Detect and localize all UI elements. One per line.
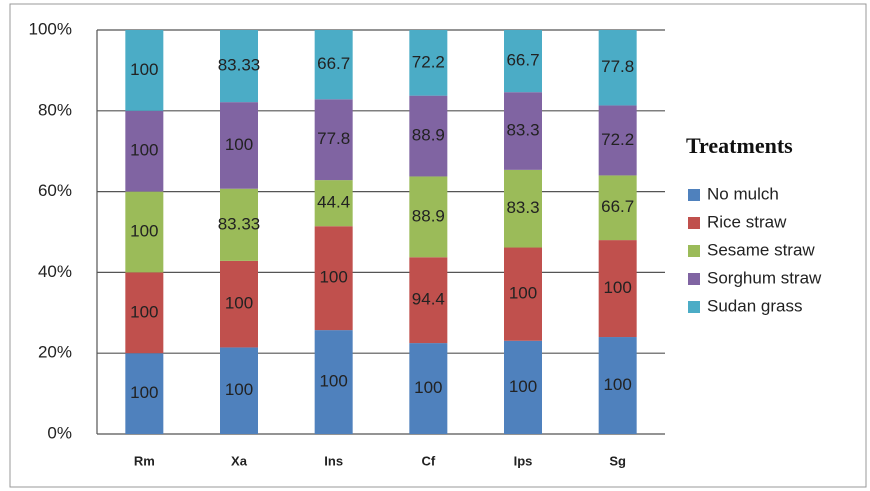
bar-segment xyxy=(504,92,542,170)
bar-segment xyxy=(125,110,164,192)
y-tick-label: 20% xyxy=(38,343,72,362)
data-label: 88.9 xyxy=(412,206,445,225)
x-tick-label: Xa xyxy=(231,453,248,468)
legend-swatch xyxy=(688,245,700,257)
legend-swatch xyxy=(688,217,700,229)
legend-label: No mulch xyxy=(707,184,779,203)
legend-swatch xyxy=(688,301,700,313)
bar-segment xyxy=(598,105,637,176)
bar-segment xyxy=(125,191,164,273)
bar-segment xyxy=(220,260,258,348)
bar-segment xyxy=(409,176,448,258)
data-label: 100 xyxy=(319,372,347,391)
data-label: 66.7 xyxy=(601,197,634,216)
x-tick-label: Cf xyxy=(421,453,435,468)
bar-segment xyxy=(598,240,637,338)
bar-segment xyxy=(314,330,353,434)
bar-segment xyxy=(220,188,258,261)
legend-label: Sorghum straw xyxy=(707,268,822,287)
bar-segment xyxy=(504,247,542,341)
y-tick-label: 60% xyxy=(38,181,72,200)
x-tick-label: Ips xyxy=(514,453,533,468)
bar-segment xyxy=(125,30,164,111)
bar-segment xyxy=(314,226,353,331)
bar-segment xyxy=(598,337,637,434)
bar-segment xyxy=(125,272,164,354)
bar-segment xyxy=(314,30,353,100)
bar-segment xyxy=(598,175,637,241)
data-label: 100 xyxy=(130,383,158,402)
data-label: 83.3 xyxy=(506,121,539,140)
bar-segment xyxy=(220,347,258,434)
bar-segment xyxy=(409,257,448,344)
legend-swatch xyxy=(688,189,700,201)
bar-segment xyxy=(220,102,258,189)
bar-segment xyxy=(314,99,353,181)
x-tick-label: Ins xyxy=(324,453,343,468)
bar-segment xyxy=(125,353,164,434)
bar-segment xyxy=(220,30,258,103)
data-label: 100 xyxy=(603,375,631,394)
data-label: 88.9 xyxy=(412,126,445,145)
data-label: 66.7 xyxy=(506,51,539,70)
data-label: 72.2 xyxy=(412,52,445,71)
data-label: 100 xyxy=(319,268,347,287)
bar-segment xyxy=(409,343,448,434)
legend-label: Rice straw xyxy=(707,212,787,231)
bar-segment xyxy=(504,340,542,434)
y-tick-label: 0% xyxy=(47,423,72,442)
y-tick-label: 80% xyxy=(38,100,72,119)
legend-label: Sudan grass xyxy=(707,296,802,315)
data-label: 100 xyxy=(603,278,631,297)
data-label: 100 xyxy=(509,377,537,396)
data-label: 77.8 xyxy=(601,57,634,76)
data-label: 100 xyxy=(225,135,253,154)
data-label: 100 xyxy=(130,302,158,321)
data-label: 100 xyxy=(225,380,253,399)
bar-segment xyxy=(598,30,637,106)
legend-swatch xyxy=(688,273,700,285)
data-label: 100 xyxy=(414,378,442,397)
data-label: 72.2 xyxy=(601,130,634,149)
data-label: 94.4 xyxy=(412,290,445,309)
data-label: 83.33 xyxy=(218,214,261,233)
data-label: 100 xyxy=(130,221,158,240)
bar-segment xyxy=(314,180,353,227)
data-label: 100 xyxy=(225,294,253,313)
legend-title: Treatments xyxy=(686,133,793,158)
bar-segment xyxy=(409,30,448,96)
data-label: 100 xyxy=(130,141,158,160)
data-label: 77.8 xyxy=(317,129,350,148)
legend-label: Sesame straw xyxy=(707,240,815,259)
bar-segment xyxy=(504,169,542,248)
x-tick-label: Sg xyxy=(609,453,626,468)
y-tick-label: 40% xyxy=(38,262,72,281)
data-label: 83.33 xyxy=(218,56,261,75)
data-label: 66.7 xyxy=(317,54,350,73)
data-label: 83.3 xyxy=(506,198,539,217)
data-label: 44.4 xyxy=(317,193,350,212)
data-label: 100 xyxy=(509,284,537,303)
bar-segment xyxy=(504,30,542,93)
bar-segment xyxy=(409,95,448,177)
data-label: 100 xyxy=(130,60,158,79)
y-tick-label: 100% xyxy=(29,19,72,38)
x-tick-label: Rm xyxy=(134,453,155,468)
